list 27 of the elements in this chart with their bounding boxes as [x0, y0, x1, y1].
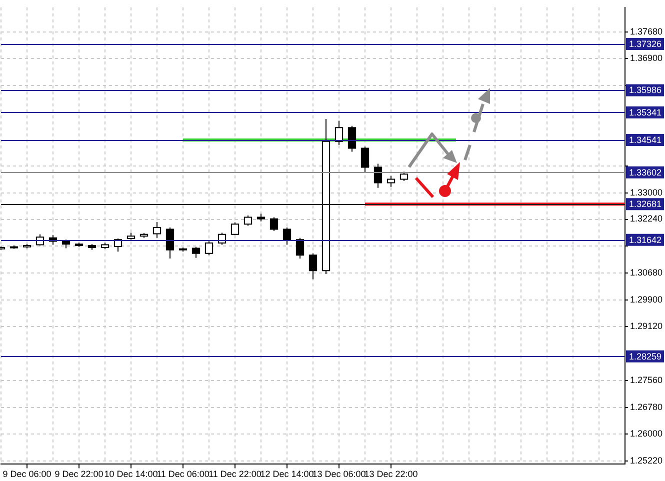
ref-line-label: 1.31642: [629, 234, 662, 245]
ref-line-label: 1.37326: [629, 39, 662, 50]
y-tick-label: 1.33000: [630, 188, 663, 198]
x-tick-label: 11 Dec 22:00: [208, 469, 262, 480]
y-tick-label: 1.26000: [630, 428, 663, 439]
x-tick-label: 9 Dec 22:00: [54, 469, 104, 480]
ref-line-label: 1.35986: [629, 85, 662, 96]
y-tick-label: 1.37680: [630, 26, 663, 36]
ref-line-label: 1.33602: [629, 167, 662, 178]
x-tick-label: 13 Dec 06:00: [312, 469, 366, 480]
x-tick-label: 11 Dec 06:00: [156, 469, 210, 480]
y-tick-label: 1.29900: [630, 294, 663, 304]
ref-line-label: 1.35341: [629, 107, 662, 118]
ref-line-label: 1.34541: [629, 134, 662, 145]
x-tick-label: 9 Dec 06:00: [2, 469, 52, 480]
y-tick-label: 1.25220: [630, 456, 663, 466]
ref-line-label: 1.32681: [629, 199, 662, 210]
x-tick-label: 13 Dec 22:00: [364, 469, 418, 480]
y-tick-label: 1.26780: [630, 402, 663, 412]
x-tick-label: 12 Dec 14:00: [260, 469, 314, 480]
ref-line-label: 1.28259: [629, 351, 662, 362]
y-tick-label: 1.30680: [630, 267, 663, 278]
y-tick-label: 1.32240: [630, 214, 663, 224]
y-tick-label: 1.27560: [630, 374, 663, 385]
y-tick-label: 1.36900: [630, 53, 663, 64]
y-tick-label: 1.29120: [630, 321, 663, 332]
x-tick-label: 10 Dec 14:00: [104, 469, 158, 480]
